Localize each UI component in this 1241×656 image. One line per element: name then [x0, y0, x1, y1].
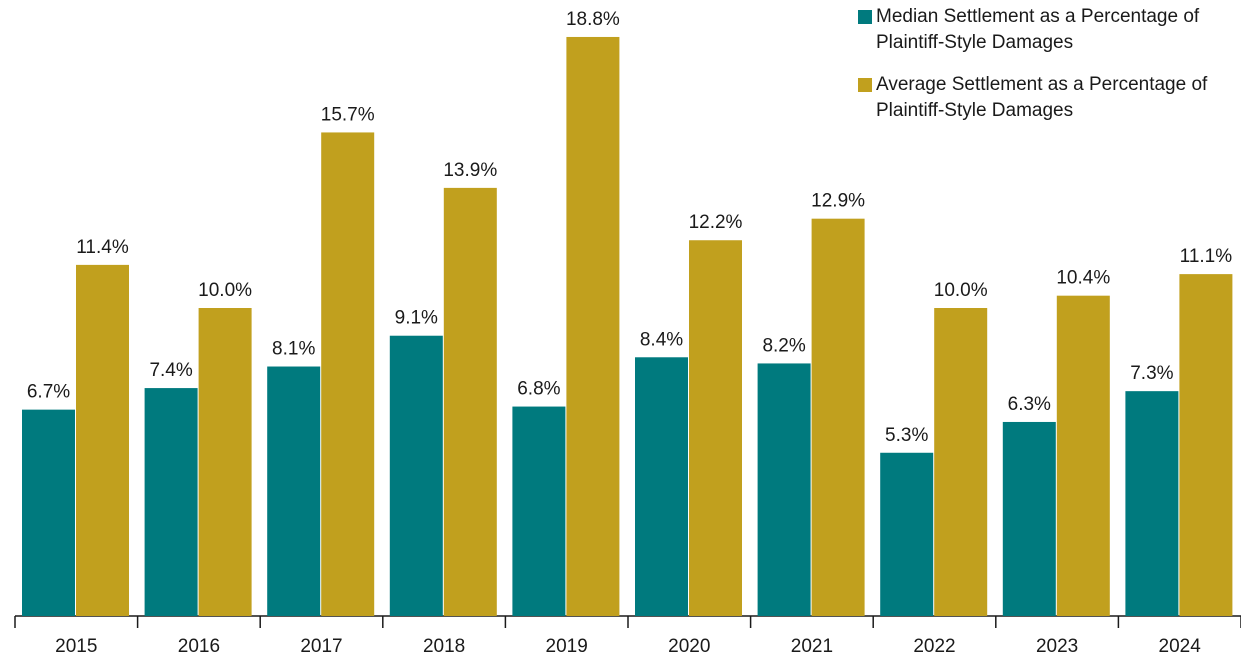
data-label: 9.1% [395, 308, 438, 329]
x-tick-label: 2023 [1036, 636, 1078, 656]
legend-label: Median Settlement as a Percentage of Pla… [876, 6, 1200, 53]
bar [267, 366, 321, 616]
bar [635, 357, 688, 616]
bar [566, 36, 620, 616]
x-tick-label: 2021 [791, 636, 833, 656]
legend-swatch [858, 78, 872, 92]
data-label: 7.4% [149, 360, 192, 381]
data-label: 7.3% [1130, 363, 1173, 384]
data-label: 12.2% [689, 212, 743, 233]
data-label: 11.1% [1180, 246, 1233, 267]
data-label: 6.8% [517, 379, 560, 400]
bar [880, 452, 934, 616]
bar [1125, 391, 1179, 616]
bar [512, 406, 566, 616]
data-label: 10.0% [198, 280, 252, 301]
data-label: 8.1% [272, 339, 315, 360]
x-tick-label: 2018 [423, 636, 465, 656]
x-tick-label: 2017 [300, 636, 342, 656]
data-label: 18.8% [566, 9, 620, 30]
data-label: 15.7% [321, 104, 375, 125]
bar [757, 363, 811, 616]
x-tick-label: 2022 [913, 636, 955, 656]
data-label: 12.9% [811, 191, 865, 212]
bar [1179, 274, 1233, 616]
x-tick-label: 2015 [55, 636, 97, 656]
bar [389, 335, 443, 616]
data-label: 8.2% [762, 335, 805, 356]
data-label: 10.4% [1056, 268, 1110, 289]
bar [22, 409, 75, 616]
bar [76, 264, 129, 616]
legend-item: Median Settlement as a Percentage of Pla… [858, 4, 1238, 56]
bar [934, 308, 988, 616]
legend: Median Settlement as a Percentage of Pla… [858, 4, 1238, 140]
bar [443, 187, 497, 616]
data-label: 6.7% [27, 382, 70, 403]
legend-item: Average Settlement as a Percentage of Pl… [858, 72, 1238, 124]
x-tick-label: 2019 [546, 636, 588, 656]
data-label: 11.4% [76, 237, 129, 258]
legend-label: Average Settlement as a Percentage of Pl… [876, 74, 1208, 121]
data-label: 6.3% [1008, 394, 1051, 415]
bar [321, 132, 375, 616]
legend-swatch [858, 10, 872, 24]
data-label: 8.4% [640, 329, 683, 350]
data-label: 13.9% [443, 160, 497, 181]
bar [1056, 295, 1110, 616]
data-label: 10.0% [934, 280, 988, 301]
bar [811, 218, 865, 616]
data-label: 5.3% [885, 425, 928, 446]
bar [144, 388, 198, 616]
bar [1002, 421, 1056, 616]
bar [198, 308, 252, 616]
x-tick-label: 2024 [1159, 636, 1202, 656]
x-tick-label: 2016 [178, 636, 220, 656]
bar [689, 240, 742, 617]
x-tick-label: 2020 [668, 636, 710, 656]
